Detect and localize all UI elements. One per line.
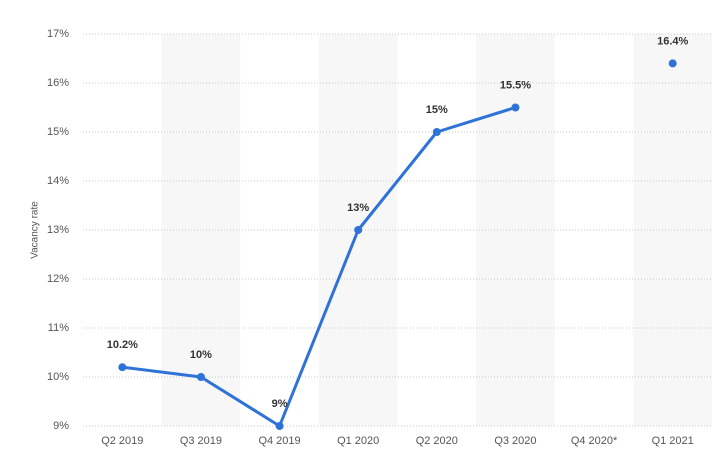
y-tick-label: 16% <box>47 77 69 89</box>
y-tick-label: 10% <box>47 371 69 383</box>
x-tick-label: Q4 2019 <box>258 435 300 447</box>
point <box>668 59 677 68</box>
x-tick-label: Q1 2021 <box>652 435 694 447</box>
value-label: 10% <box>190 349 212 361</box>
x-tick-label: Q4 2020* <box>571 435 618 447</box>
x-tick-label: Q3 2019 <box>180 435 222 447</box>
y-tick-label: 15% <box>47 126 69 138</box>
y-tick-label: 13% <box>47 224 69 236</box>
point <box>196 373 205 381</box>
value-label: 16.4% <box>657 35 688 47</box>
value-label: 10.2% <box>107 339 138 351</box>
y-tick-label: 12% <box>47 273 69 285</box>
band <box>633 34 712 426</box>
x-tick-label: Q2 2020 <box>416 435 458 447</box>
point <box>432 128 441 136</box>
value-label: 15% <box>426 104 448 116</box>
y-axis-label: Vacancy rate <box>30 201 41 259</box>
point <box>275 422 284 430</box>
x-tick-label: Q1 2020 <box>337 435 379 447</box>
y-tick-label: 14% <box>47 175 69 187</box>
value-label: 15.5% <box>500 79 531 91</box>
point <box>354 226 363 234</box>
value-label: 9% <box>272 398 288 410</box>
point <box>118 363 127 372</box>
x-tick-label: Q3 2020 <box>494 435 536 447</box>
y-tick-label: 17% <box>47 28 69 40</box>
value-label: 13% <box>347 202 369 214</box>
x-tick-label: Q2 2019 <box>101 435 143 447</box>
y-tick-label: 11% <box>48 322 69 334</box>
point <box>511 103 520 112</box>
y-tick-label: 9% <box>53 420 69 432</box>
